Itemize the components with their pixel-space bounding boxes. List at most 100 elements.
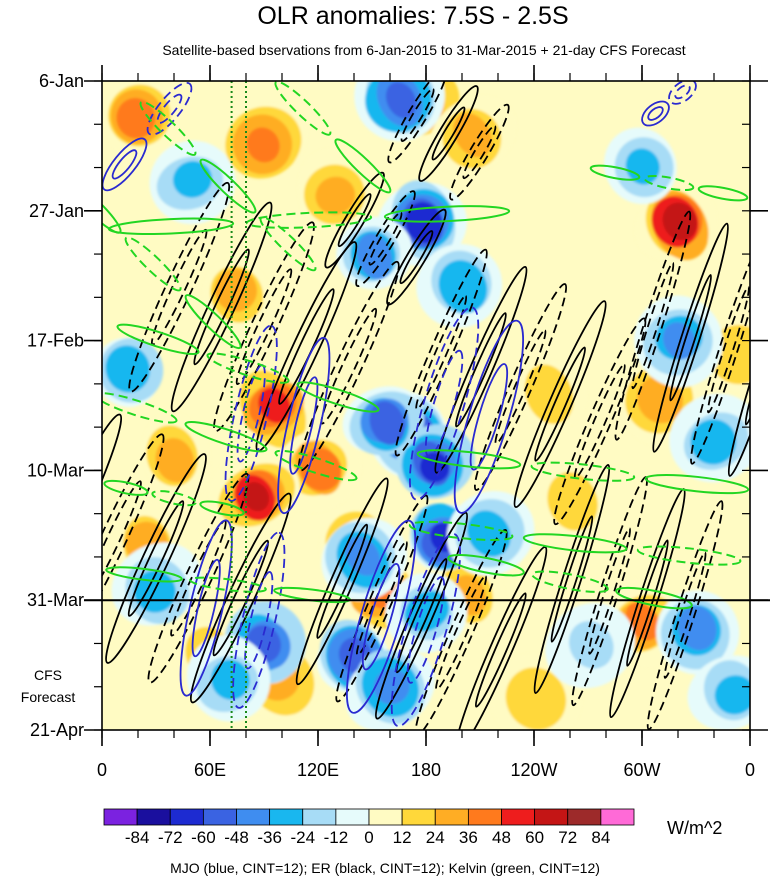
kelvin-contour-15-0-0 <box>589 164 641 181</box>
colorbar-swatch-4 <box>236 808 271 826</box>
er-contour-0-3-0 <box>147 472 250 684</box>
negative-anomaly-109-level-4 <box>373 668 410 705</box>
kelvin-contour-12-0-0 <box>105 566 183 583</box>
er-contour-3-0-1 <box>387 81 448 164</box>
er-contour-inner-2-2-1 <box>707 286 750 414</box>
colorbar-swatch-7 <box>335 808 370 826</box>
mjo-contour-5-0-1 <box>409 306 480 501</box>
mjo-contour-inner-4-1-0 <box>244 571 274 670</box>
er-contour-inner-2-0-1 <box>631 261 675 390</box>
colorbar-label-1: -72 <box>158 828 183 847</box>
mjo-contour-4-0-1 <box>224 324 278 502</box>
kelvin-contour-13-1-1 <box>522 533 628 554</box>
er-contour-3-2-0 <box>386 208 447 306</box>
kelvin-contour-10-0-1 <box>206 352 290 384</box>
er-contour-1-2-1 <box>473 283 568 491</box>
contour-legend: MJO (blue, CINT=12); ER (black, CINT=12)… <box>170 860 600 876</box>
er-contour-inner-3-2-0 <box>399 230 434 285</box>
er-contour-inner-1-4-1 <box>573 363 626 479</box>
negative-anomaly-120-level-3 <box>690 419 737 465</box>
er-contour-inner-2-3-1 <box>744 298 750 426</box>
kelvin-contour-8-1-0 <box>139 100 197 156</box>
kelvin-contour-10-0-0 <box>116 323 200 355</box>
y-tick-label-2: 17-Feb <box>27 331 84 351</box>
negative-anomaly-102-level-4 <box>356 233 393 280</box>
positive-anomaly-8-level-6 <box>243 482 270 512</box>
colorbar-swatch-5 <box>269 808 304 826</box>
colorbar-label-4: -36 <box>257 828 282 847</box>
anomaly-field <box>102 81 750 730</box>
kelvin-contour-13-0-0 <box>416 449 522 470</box>
mjo-contour-inner-7-0-1 <box>674 84 691 100</box>
negative-anomaly-123-level-2 <box>568 621 614 669</box>
kelvin-contour-9-0-2 <box>383 205 511 223</box>
x-tick-label-0: 0 <box>97 760 107 780</box>
positive-anomaly-6-level-5 <box>258 387 291 423</box>
er-contour-inner-1-0-0 <box>316 523 369 639</box>
er-contour-2-0-0 <box>533 464 611 694</box>
positive-anomaly-11-level-3 <box>155 438 195 483</box>
er-contour-inner-1-2-0 <box>395 558 448 674</box>
y-tick-label-3: 10-Mar <box>27 460 84 480</box>
mjo-contour-inner-5-1-1 <box>469 363 509 471</box>
colorbar-label-12: 60 <box>525 828 544 847</box>
colorbar-swatch-3 <box>202 808 237 826</box>
er-contour-2-2-1 <box>690 234 750 465</box>
mjo-contour-inner-6-0-0 <box>111 149 138 180</box>
kelvin-contour-14-0-1 <box>531 570 609 593</box>
positive-anomaly-3-level-4 <box>246 127 280 163</box>
colorbar-label-5: -24 <box>290 828 315 847</box>
kelvin-contour-15-0-1 <box>643 174 695 192</box>
er-contour-1-4-1 <box>553 317 647 526</box>
y-tick-label-0: 6-Jan <box>39 71 84 91</box>
er-contour-inner-3-0-1 <box>400 87 435 143</box>
colorbar-label-11: 48 <box>492 828 511 847</box>
er-contour-inner-0-1-0 <box>102 480 142 598</box>
colorbar-label-6: -12 <box>324 828 349 847</box>
colorbar-label-10: 36 <box>459 828 478 847</box>
positive-anomaly-20-level-2 <box>505 667 567 730</box>
mjo-contour-7-0-1 <box>668 81 697 105</box>
negative-anomaly-116-level-3 <box>438 260 488 314</box>
colorbar-label-9: 24 <box>426 828 445 847</box>
mjo-contour-6-0-0 <box>102 137 148 192</box>
er-contour-0-0-1 <box>128 181 231 393</box>
er-contour-2-0-1 <box>614 210 692 441</box>
er-contour-0-2-0 <box>105 453 207 664</box>
er-contour-2-3-1 <box>727 246 750 477</box>
colorbar-swatch-10 <box>434 808 469 826</box>
forecast-label-line2: Forecast <box>21 689 76 705</box>
er-contour-inner-3-2-1 <box>462 125 497 180</box>
kelvin-contour-15-0-2 <box>697 185 749 202</box>
er-contour-inner-0-1-1 <box>193 248 250 366</box>
er-contour-inner-1-2-1 <box>494 329 547 445</box>
y-tick-label-4: 31-Mar <box>27 590 84 610</box>
mjo-contour-4-0-0 <box>179 519 233 697</box>
er-contour-inner-1-0-1 <box>415 295 468 411</box>
mjo-contour-inner-4-1-1 <box>289 376 319 475</box>
kelvin-contour-14-0-0 <box>447 553 525 577</box>
kelvin-contour-11-0-2 <box>199 500 245 517</box>
er-contour-inner-3-1-0 <box>368 211 403 266</box>
kelvin-contour-8-0-2 <box>334 138 392 194</box>
x-tick-label-1: 60E <box>194 760 226 780</box>
er-contour-3-1-0 <box>355 190 416 288</box>
positive-anomaly-7-level-4 <box>300 448 342 491</box>
er-contour-1-3-0 <box>414 528 508 730</box>
kelvin-contour-8-2-2 <box>184 294 242 350</box>
x-tick-label-5: 60W <box>623 760 660 780</box>
er-contour-1-0-0 <box>295 477 389 686</box>
kelvin-contour-10-0-2 <box>296 381 380 413</box>
positive-anomaly-4-level-3 <box>315 176 356 215</box>
kelvin-contour-13-0-1 <box>530 461 636 482</box>
kelvin-contour-8-1-1 <box>199 158 257 214</box>
mjo-contour-inner-4-0-0 <box>191 558 221 658</box>
er-contour-inner-3-1-1 <box>431 106 466 161</box>
negative-anomaly-115-level-3 <box>173 161 212 198</box>
colorbar-swatch-8 <box>368 808 403 826</box>
mjo-contour-6-0-1 <box>146 81 193 136</box>
kelvin-contour-14-0-2 <box>615 586 693 610</box>
mjo-contour-inner-5-0-0 <box>361 562 401 671</box>
kelvin-contour-13-0-2 <box>644 474 750 495</box>
